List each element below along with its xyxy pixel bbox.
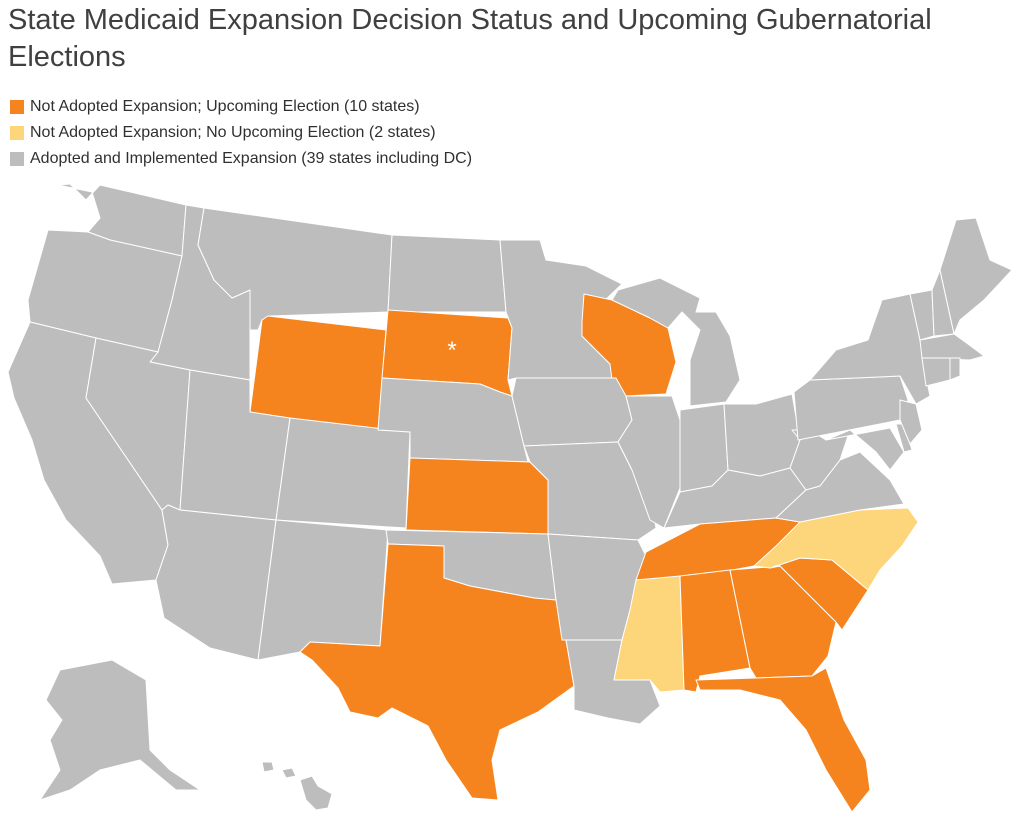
- state-new-jersey[interactable]: [899, 399, 923, 445]
- state-rhode-island[interactable]: [949, 357, 961, 381]
- state-iowa[interactable]: [511, 377, 633, 447]
- state-alaska[interactable]: [39, 659, 201, 801]
- map-title: State Medicaid Expansion Decision Status…: [8, 4, 932, 73]
- state-new-mexico[interactable]: [257, 519, 389, 661]
- state-maryland[interactable]: [825, 427, 905, 471]
- legend-item-upcoming: Not Adopted Expansion; Upcoming Election…: [10, 94, 472, 120]
- south-dakota-asterisk: *: [447, 337, 456, 364]
- legend-swatch-no-upcoming: [10, 126, 24, 140]
- state-nebraska[interactable]: [377, 377, 529, 463]
- state-hawaii[interactable]: [261, 761, 333, 811]
- state-massachusetts[interactable]: [919, 333, 985, 361]
- state-connecticut[interactable]: [921, 357, 951, 387]
- state-texas[interactable]: [299, 543, 575, 801]
- state-kansas[interactable]: [405, 457, 549, 535]
- legend-item-adopted: Adopted and Implemented Expansion (39 st…: [10, 146, 472, 172]
- state-michigan[interactable]: [611, 277, 741, 407]
- state-colorado[interactable]: [275, 417, 411, 529]
- legend-label: Adopted and Implemented Expansion (39 st…: [30, 150, 473, 167]
- state-illinois[interactable]: [617, 395, 681, 529]
- legend-label: Not Adopted Expansion; No Upcoming Elect…: [30, 124, 436, 141]
- state-arizona[interactable]: [155, 504, 277, 661]
- state-maine[interactable]: [939, 217, 1013, 335]
- state-ohio[interactable]: [723, 393, 801, 477]
- state-florida[interactable]: [695, 667, 871, 813]
- state-virginia[interactable]: [775, 451, 905, 523]
- state-north-dakota[interactable]: [387, 234, 507, 313]
- legend-swatch-upcoming: [10, 100, 24, 114]
- legend-item-no-upcoming: Not Adopted Expansion; No Upcoming Elect…: [10, 120, 472, 146]
- legend: Not Adopted Expansion; Upcoming Election…: [10, 94, 472, 172]
- legend-swatch-adopted: [10, 152, 24, 166]
- legend-label: Not Adopted Expansion; Upcoming Election…: [30, 98, 420, 115]
